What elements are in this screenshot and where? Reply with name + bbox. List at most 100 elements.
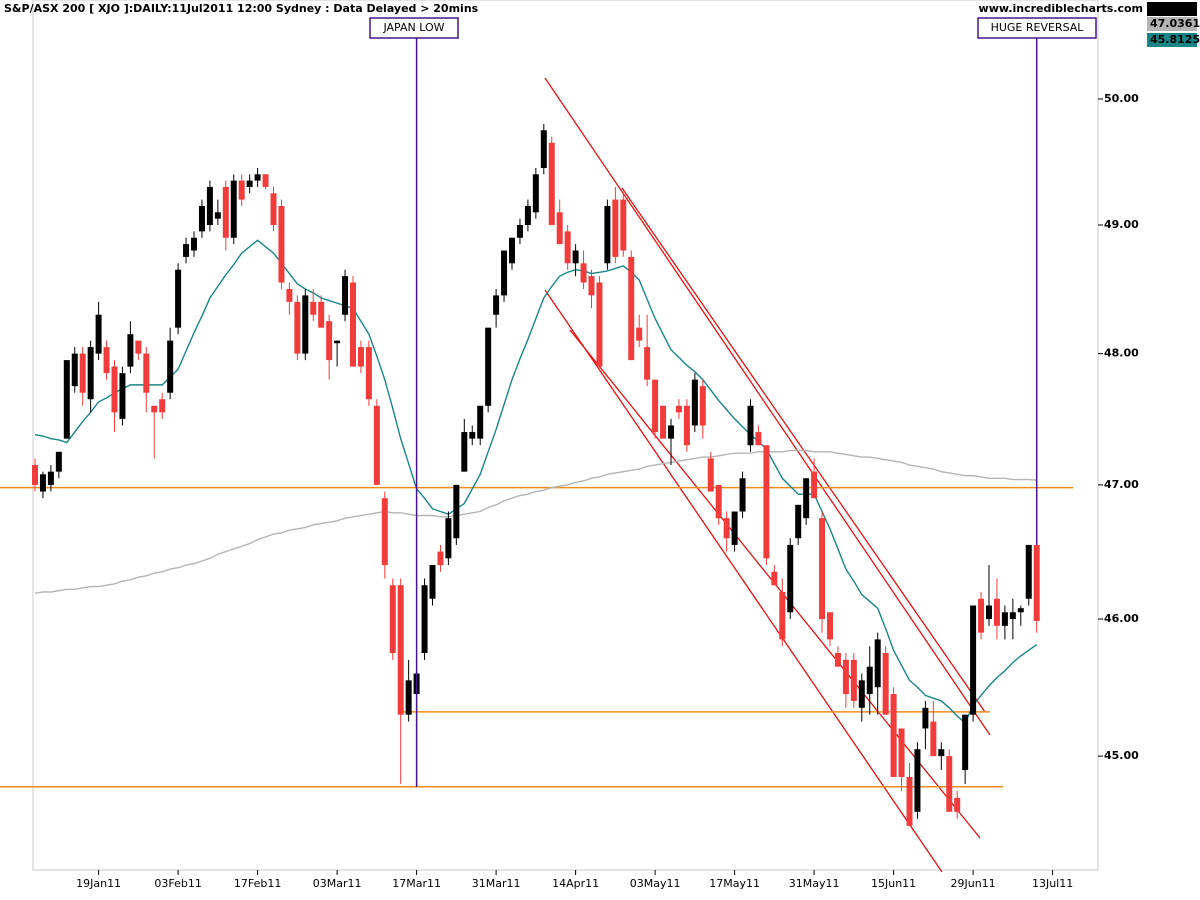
candle-body xyxy=(254,174,261,181)
candle-body xyxy=(699,386,706,426)
candle xyxy=(453,484,460,545)
candle xyxy=(564,225,571,270)
candle-body xyxy=(747,405,754,446)
candle-body xyxy=(397,585,404,715)
candle-body xyxy=(556,212,563,245)
x-tick-label: 03Mar11 xyxy=(313,877,362,890)
candle xyxy=(127,321,134,374)
candle-body xyxy=(842,659,849,695)
candle xyxy=(596,276,603,367)
candle xyxy=(779,578,786,647)
x-tick-label: 17Mar11 xyxy=(392,877,441,890)
candle xyxy=(397,578,404,784)
candle-body xyxy=(683,405,690,446)
candle xyxy=(636,314,643,348)
candle xyxy=(493,288,500,328)
candle-body xyxy=(373,405,380,485)
candle xyxy=(803,478,810,525)
candle xyxy=(922,700,929,750)
moving-average xyxy=(34,239,1038,725)
candle xyxy=(302,288,309,361)
candle xyxy=(795,504,802,545)
candle xyxy=(580,250,587,289)
candle-body xyxy=(970,605,977,715)
candle xyxy=(827,612,833,647)
value-tag xyxy=(1147,2,1197,16)
candle xyxy=(707,451,714,492)
candle xyxy=(32,458,38,492)
candle xyxy=(286,282,293,315)
candle-body xyxy=(787,544,794,613)
candle xyxy=(978,591,985,640)
candle-body xyxy=(715,484,722,519)
candle xyxy=(628,250,635,361)
candle-body xyxy=(882,653,889,715)
candle xyxy=(962,714,969,784)
value-tag-label: 45.8125 xyxy=(1150,33,1200,46)
channel-line xyxy=(544,77,991,736)
candle-body xyxy=(278,205,285,283)
candle xyxy=(548,136,555,226)
candle-body xyxy=(962,714,969,770)
candle xyxy=(477,405,484,446)
y-tick-label: 46.00 xyxy=(1104,612,1139,625)
candle-body xyxy=(771,571,778,586)
candle xyxy=(151,405,158,459)
candle-body xyxy=(1001,612,1008,626)
candle-body xyxy=(389,585,396,654)
candle xyxy=(970,605,977,722)
candle xyxy=(39,471,46,499)
candle xyxy=(326,314,333,380)
candle-body xyxy=(350,282,356,367)
channel-line xyxy=(544,289,943,873)
candle xyxy=(532,167,539,219)
candle xyxy=(238,174,245,206)
moving-average xyxy=(34,449,1037,595)
candle xyxy=(334,340,341,367)
candle-body xyxy=(198,205,205,232)
candle xyxy=(699,379,706,439)
candle xyxy=(524,199,531,232)
candle xyxy=(556,199,563,245)
candle xyxy=(47,465,54,492)
x-tick-label: 14Apr11 xyxy=(552,877,599,890)
candle xyxy=(731,511,738,552)
candle xyxy=(469,425,476,446)
candle-body xyxy=(675,405,682,413)
candle-body xyxy=(986,605,992,620)
candle xyxy=(858,673,865,722)
candle xyxy=(612,186,619,264)
x-tick-label: 19Jan11 xyxy=(76,877,121,890)
candle xyxy=(191,231,197,257)
candle xyxy=(501,250,508,302)
candle-body xyxy=(365,347,372,400)
candle xyxy=(842,653,849,708)
candle-body xyxy=(620,199,627,251)
candle-body xyxy=(214,212,221,219)
candle-body xyxy=(270,193,277,226)
candle-body xyxy=(516,225,523,238)
candle-body xyxy=(898,728,905,777)
candle-body xyxy=(811,471,818,499)
candle-body xyxy=(119,373,126,419)
candle-body xyxy=(930,721,937,757)
candle-body xyxy=(262,174,269,187)
candle-body xyxy=(485,327,492,406)
candle xyxy=(954,790,961,819)
candle-body xyxy=(906,776,913,826)
candle-body xyxy=(191,237,197,251)
candle xyxy=(811,458,818,499)
x-tick-label: 17Feb11 xyxy=(234,877,281,890)
candle-body xyxy=(874,639,881,688)
candle-body xyxy=(1033,544,1040,621)
candle-body xyxy=(652,379,659,433)
candle-body xyxy=(445,518,452,559)
candle xyxy=(938,742,945,770)
candle-body xyxy=(55,451,62,472)
candle-body xyxy=(588,276,595,296)
candle xyxy=(135,340,142,361)
candle xyxy=(103,340,110,380)
candle xyxy=(763,445,770,566)
candle xyxy=(365,340,372,406)
